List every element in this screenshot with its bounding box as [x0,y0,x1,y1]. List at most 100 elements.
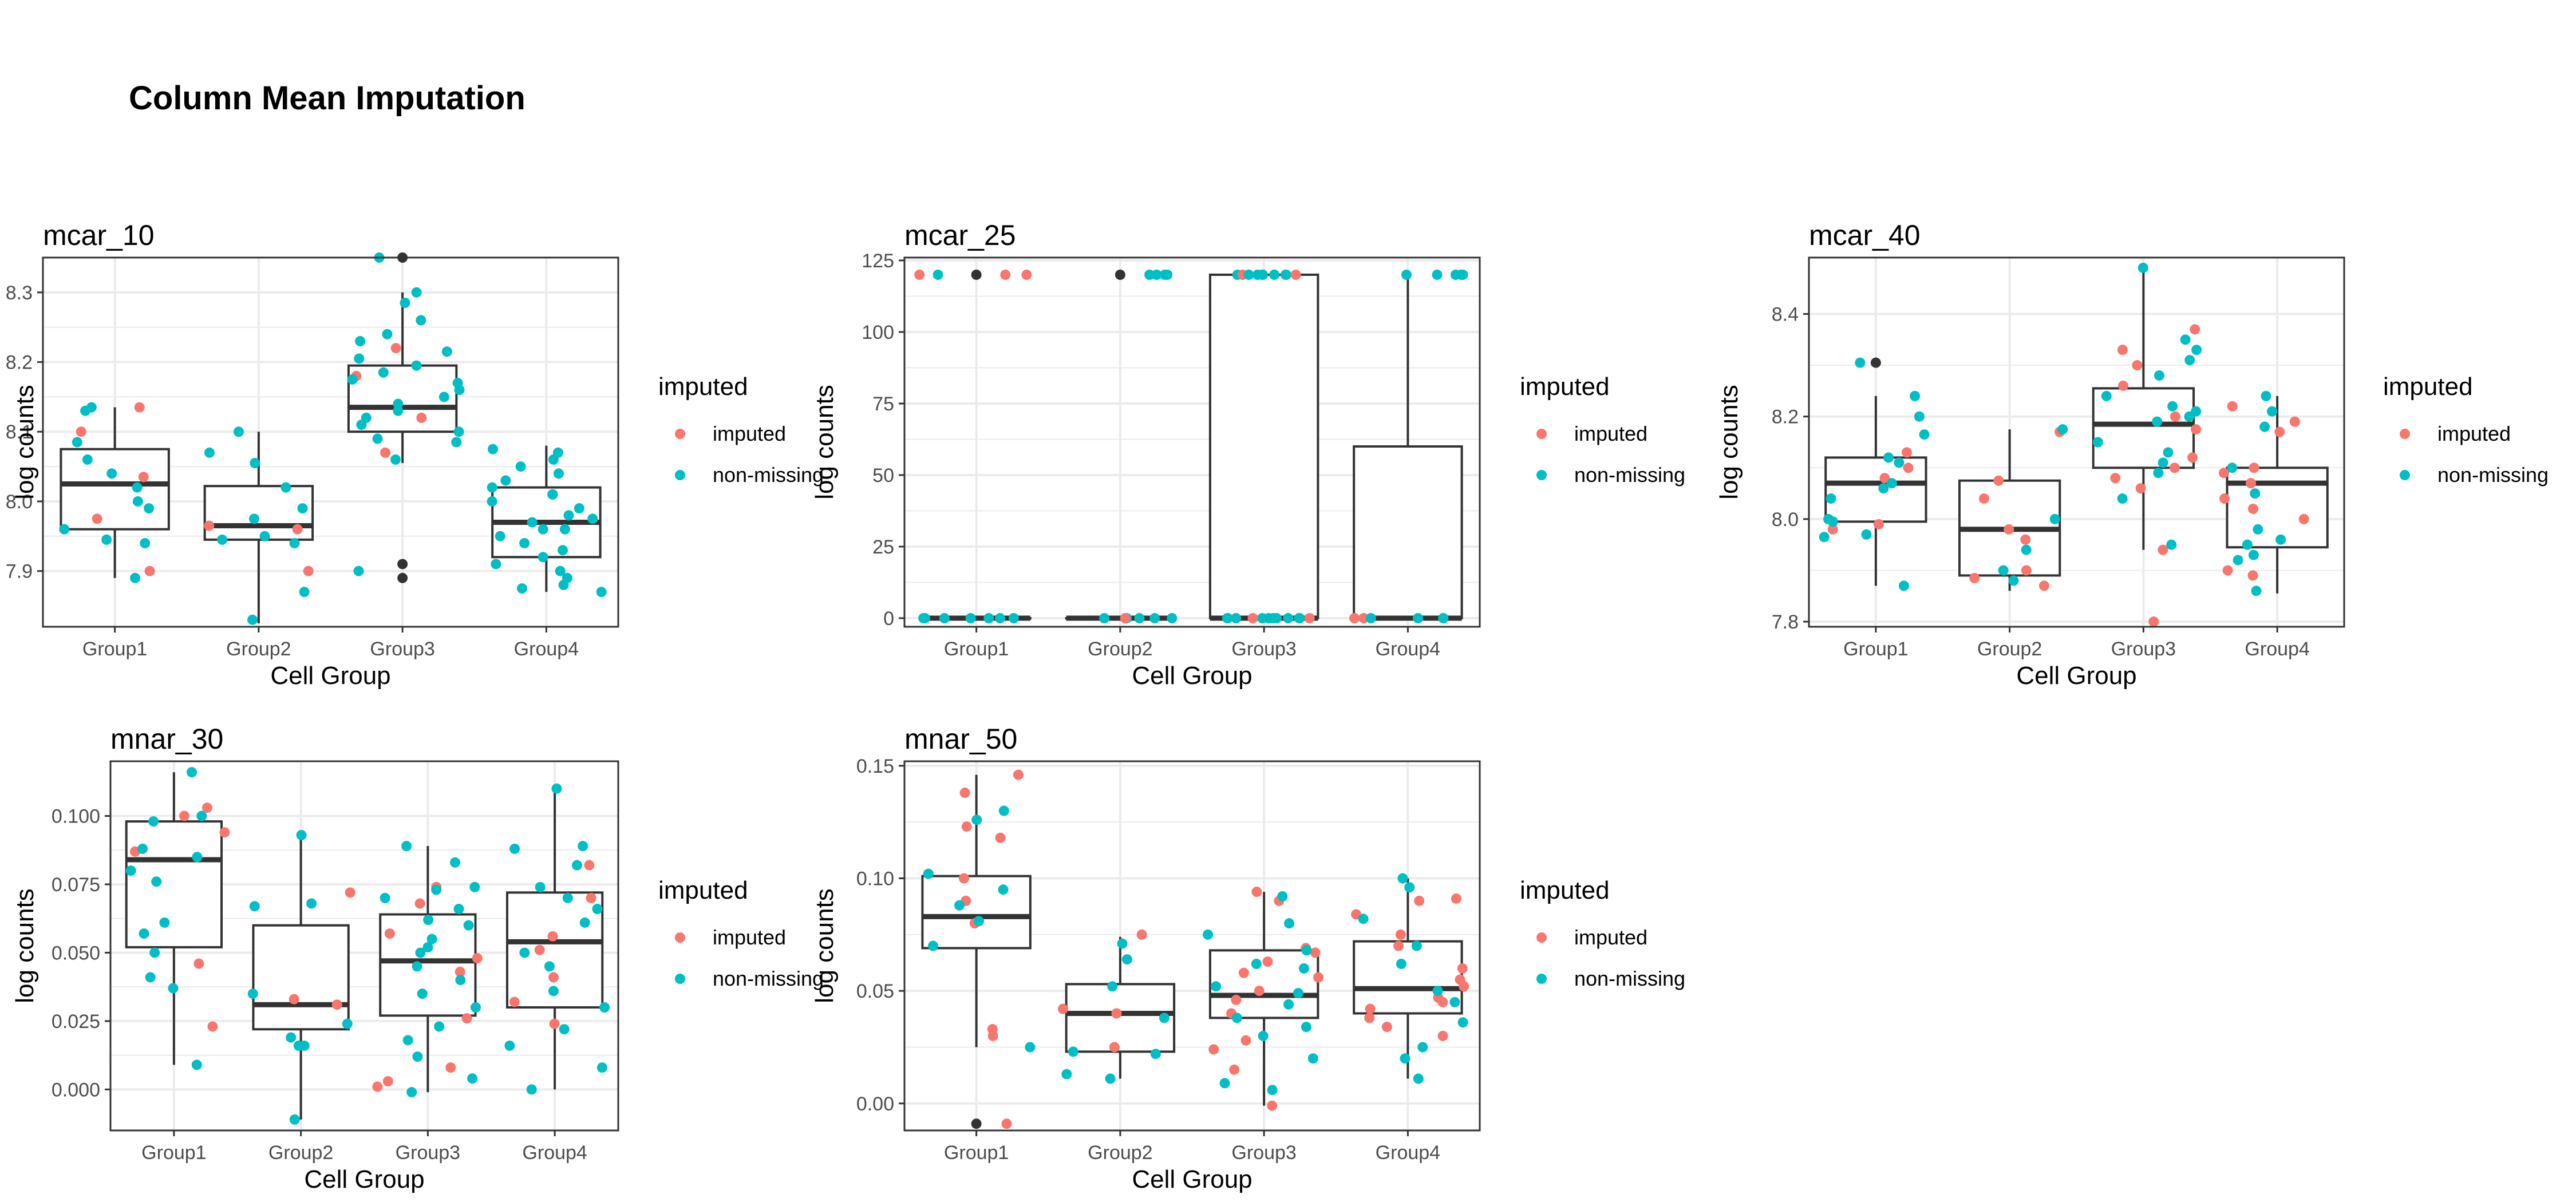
non-missing-point [919,613,930,623]
imputed-point [2218,468,2229,479]
non-missing-point [2259,421,2270,432]
box-iqr [1208,274,1319,619]
non-missing-point [971,814,982,825]
non-missing-point [538,524,548,535]
imputed-point [2247,570,2258,581]
y-tick-label: 25 [872,536,894,558]
imputed-point [961,821,972,832]
imputed-point [2004,524,2014,535]
non-missing-point [1432,270,1443,280]
non-missing-point [1404,882,1415,893]
non-missing-point [417,989,428,999]
non-missing-point [1417,1042,1428,1053]
y-tick-label: 7.9 [6,561,33,583]
non-missing-point [1457,1017,1468,1028]
x-tick-label: Group1 [944,638,1009,660]
x-tick-label: Group4 [514,638,579,660]
non-missing-point [217,534,228,545]
imputed-point [1231,994,1242,1005]
y-tick-label: 75 [872,393,894,415]
non-missing-point [1293,988,1303,999]
legend-title: imputed [1520,373,1610,401]
panel-border [903,760,1481,1132]
non-missing-point [1159,1013,1170,1023]
box-iqr [1065,983,1176,1053]
non-missing-point [538,552,548,563]
x-tick-label: Group3 [1231,1142,1296,1164]
non-missing-point [548,986,559,997]
imputed-point [2158,544,2168,555]
non-missing-point [470,1002,481,1013]
imputed-point [547,931,558,942]
imputed-point [1993,475,2004,486]
imputed-point [2246,478,2257,489]
non-missing-point [2180,334,2191,345]
imputed-point [586,892,596,903]
imputed-point [1879,473,1890,484]
imputed-point [2148,616,2159,627]
imputed-point [1013,769,1024,780]
non-missing-point [1298,963,1309,974]
y-tick-label: 0.075 [52,874,100,896]
x-axis-title: Cell Group [304,1165,424,1193]
non-missing-point [928,940,939,951]
non-missing-point [2117,493,2128,504]
non-missing-point [1222,613,1232,623]
outlier-point [397,559,408,570]
non-missing-point [233,426,244,437]
non-missing-point [101,534,112,545]
non-missing-point [347,374,358,385]
non-missing-point [151,876,162,887]
imputed-point [1290,270,1301,280]
outlier-point [971,270,982,280]
imputed-point [534,944,545,955]
legend-label: non-missing [713,463,824,487]
non-missing-point [454,385,465,396]
imputed-point [549,1018,560,1029]
non-missing-point [144,503,155,514]
box-Group1 [1824,396,1927,586]
legend-key [2400,470,2410,480]
non-missing-point [1894,457,1905,468]
non-missing-point [2138,262,2148,273]
imputed-point [219,827,230,838]
box-Group3 [379,846,477,1093]
legend-key [1536,932,1547,943]
non-missing-point [599,1002,610,1013]
non-missing-point [1883,452,1894,463]
box-Group4 [491,445,602,592]
imputed-point [202,802,212,813]
panel-mcar_40: 7.8 8.0 8.2 8.4 Group1 Group2 Group3 Group4 mcar… [1715,219,2345,690]
non-missing-point [2251,586,2262,596]
non-missing-point [191,1059,202,1070]
imputed-point [1381,1022,1392,1033]
non-missing-point [59,524,70,535]
imputed-point [1238,967,1249,978]
y-tick-label: 8.2 [6,352,33,374]
non-missing-point [2166,539,2177,550]
non-missing-point [998,805,1009,816]
non-missing-point [1307,1053,1318,1064]
imputed-point [1451,893,1461,904]
legend-label: imputed [713,926,786,949]
imputed-point [1978,493,1989,504]
imputed-point [138,472,149,483]
non-missing-point [423,915,434,926]
y-tick-label: 0 [883,608,894,630]
y-tick-label: 8.4 [1772,304,1799,326]
legend-label: imputed [1574,422,1647,445]
imputed-point [455,966,465,977]
non-missing-point [2233,555,2243,566]
x-tick-label: Group4 [1376,638,1440,660]
legend-key [675,932,685,943]
non-missing-point [504,1040,515,1051]
imputed-point [292,524,303,535]
non-missing-point [923,868,934,879]
non-missing-point [998,884,1009,895]
x-axis-title: Cell Group [270,662,390,690]
imputed-point [2020,534,2031,545]
non-missing-point [289,1114,300,1125]
non-missing-point [2261,390,2271,401]
y-tick-label: 0.05 [856,980,894,1002]
